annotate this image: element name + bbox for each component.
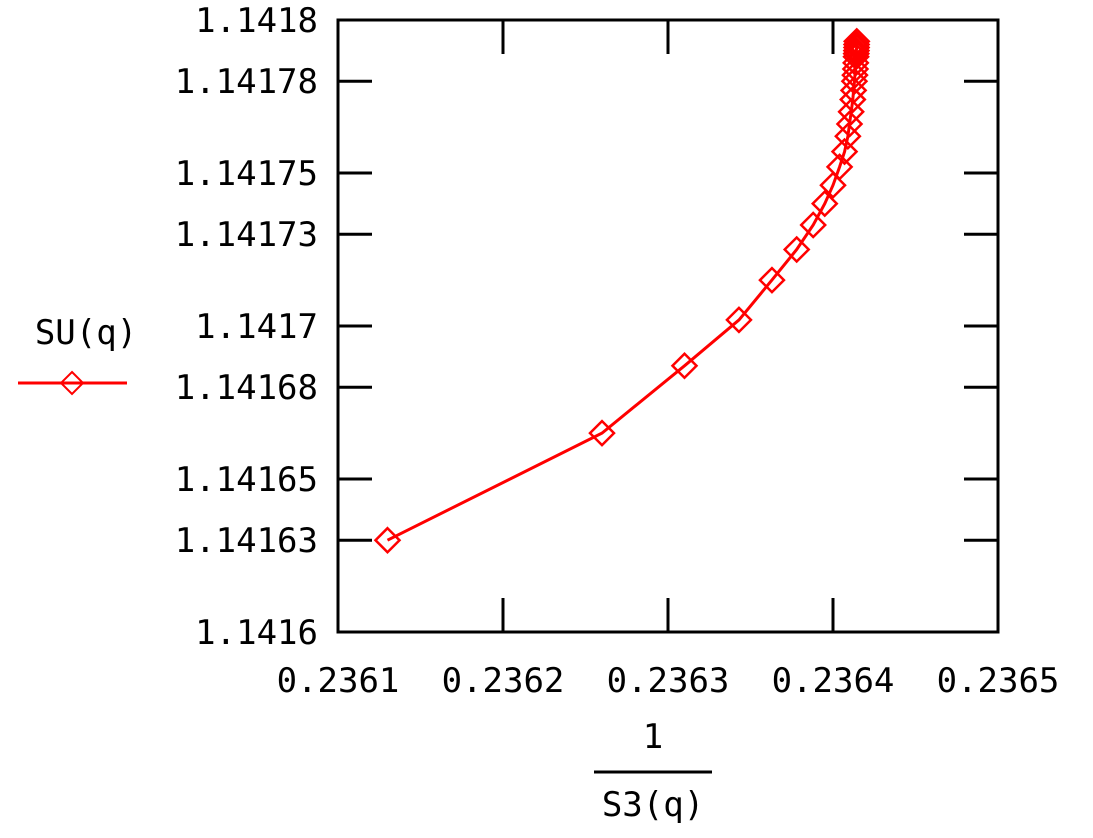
y-tick-label: 1.1417 <box>195 307 318 347</box>
x-tick-label: 0.2362 <box>442 661 565 701</box>
y-tick-label: 1.1416 <box>195 613 318 653</box>
data-point <box>834 122 862 151</box>
legend-label: SU(q) <box>35 313 137 353</box>
plot-frame <box>336 18 1000 634</box>
y-tick-label: 1.14175 <box>175 154 318 194</box>
data-point <box>825 153 854 181</box>
data-point <box>810 189 839 218</box>
data-point <box>725 306 753 334</box>
x-tick-label: 0.2364 <box>772 661 895 701</box>
data-point <box>588 419 616 447</box>
data-point <box>782 235 811 264</box>
data-point <box>670 352 699 380</box>
legend-marker <box>59 370 85 396</box>
y-tick-label: 1.14163 <box>175 521 318 561</box>
x-axis-label-numerator: 1 <box>643 717 663 757</box>
data-point <box>830 137 859 166</box>
x-tick-label: 0.2365 <box>937 661 1060 701</box>
data-point <box>799 211 827 239</box>
y-tick-label: 1.14173 <box>175 215 318 255</box>
data-point <box>373 526 402 554</box>
x-tick-label: 0.2363 <box>607 661 730 701</box>
data-point <box>758 266 786 294</box>
y-tick-label: 1.1418 <box>195 1 318 41</box>
y-tick-label: 1.14165 <box>175 460 318 500</box>
x-axis-label-denominator: S3(q) <box>602 785 704 825</box>
y-tick-label: 1.14168 <box>175 368 318 408</box>
data-point <box>835 110 864 138</box>
data-point <box>842 27 871 56</box>
series-layer <box>373 27 871 554</box>
tick-labels: 0.2361 0.2362 0.2363 0.2364 0.2365 1.1416 1.14… <box>175 1 1060 701</box>
data-point <box>837 98 865 126</box>
tick-marks <box>338 20 998 632</box>
x-tick-label: 0.2361 <box>277 661 400 701</box>
data-point <box>842 30 871 59</box>
y-tick-label: 1.14178 <box>175 62 318 102</box>
data-point <box>819 171 847 200</box>
